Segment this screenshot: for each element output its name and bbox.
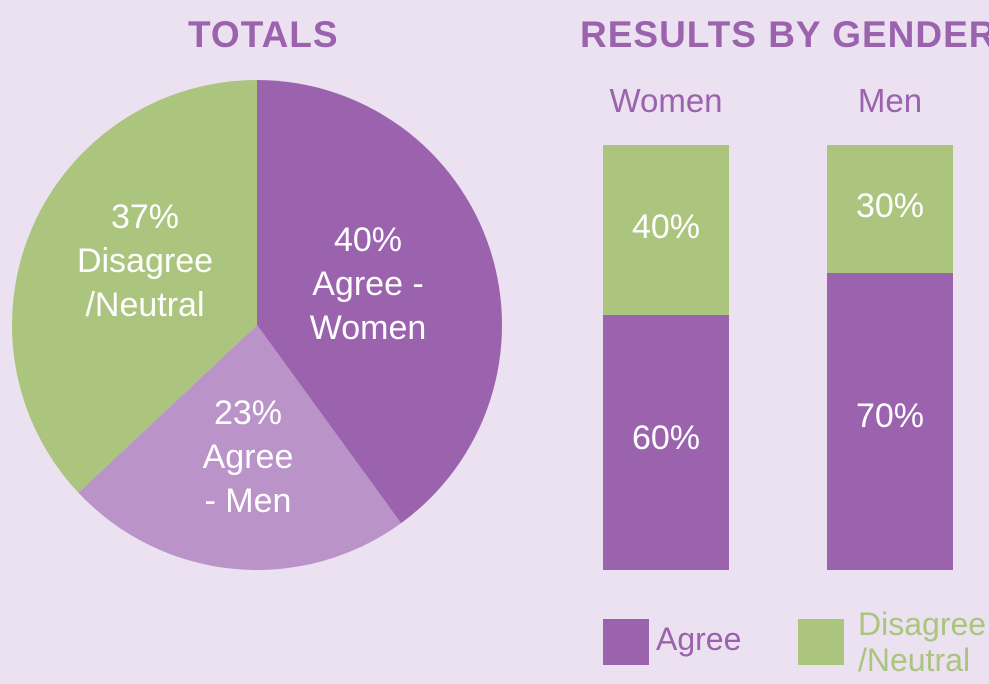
bar-value-label: 30% — [855, 186, 925, 225]
legend-label-disagree: Disagree/Neutral — [858, 606, 986, 678]
pie-slice-2 — [12, 80, 257, 493]
pie-slice-percent: 40% — [333, 221, 403, 259]
pie-slice-text: /Neutral — [85, 286, 205, 324]
bar-segment-agree — [603, 315, 729, 570]
bar-segment-disagree — [603, 145, 729, 315]
legend-label-line: Disagree — [858, 606, 987, 642]
pie-slice-text: Agree — [202, 438, 294, 476]
pie-slice-0 — [257, 80, 503, 524]
pie-slice-label-0: 40% Agree - Women — [278, 218, 458, 350]
pie-slice-1 — [78, 325, 402, 571]
bar-chart-title: RESULTS BY GENDER — [580, 14, 989, 55]
legend-label-line: Agree — [656, 621, 742, 657]
legend-swatch-disagree — [798, 619, 844, 665]
pie-slice-text: Agree - — [312, 265, 424, 303]
bar-category-label: Men — [857, 82, 923, 119]
pie-chart-title: TOTALS — [188, 14, 339, 55]
bar-value-label: 40% — [631, 208, 701, 246]
bar-segment-disagree — [827, 145, 953, 273]
bar-segment-agree — [827, 272, 953, 570]
legend-swatch-agree — [603, 619, 649, 665]
pie-slice-percent: 37% — [110, 198, 180, 236]
pie-slice-text: Disagree — [76, 242, 214, 280]
pie-slice-text: Women — [309, 309, 427, 347]
bar-category-label: Women — [609, 82, 723, 119]
legend-label-line: /Neutral — [858, 642, 971, 678]
pie-slice-text: - Men — [204, 482, 292, 520]
pie-slice-percent: 23% — [213, 394, 283, 432]
pie-slice-label-2: 37% Disagree/Neutral — [55, 195, 235, 327]
legend-label-agree: Agree — [656, 621, 741, 657]
bar-value-label: 60% — [631, 418, 701, 457]
bar-value-label: 70% — [855, 397, 925, 436]
pie-slice-label-1: 23% Agree - Men — [158, 391, 338, 523]
